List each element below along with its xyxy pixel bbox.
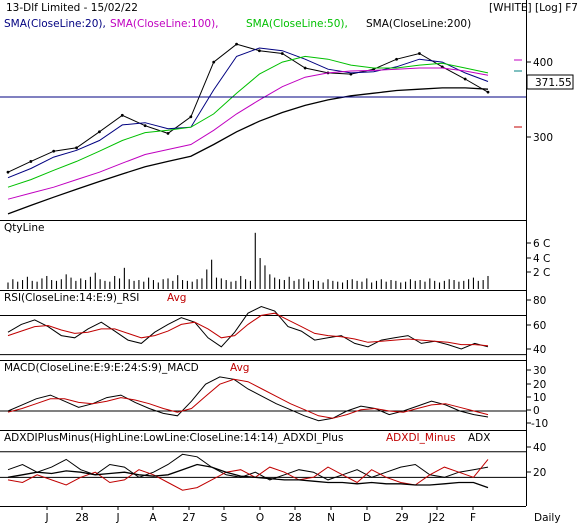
macd-avg-label: Avg bbox=[230, 362, 249, 374]
volume-panel bbox=[7, 232, 489, 289]
legend-sma200: SMA(CloseLine:200) bbox=[366, 18, 471, 30]
close-point bbox=[486, 90, 490, 94]
close-point bbox=[120, 113, 124, 117]
tick-4c: 4 C bbox=[533, 253, 550, 265]
tick-80: 80 bbox=[533, 295, 546, 307]
close-point bbox=[143, 124, 147, 128]
tick-40: 40 bbox=[533, 344, 546, 356]
close-point bbox=[6, 170, 10, 174]
legend-sma50: SMA(CloseLine:50), bbox=[246, 18, 348, 30]
close-point bbox=[258, 49, 261, 53]
mode-label: [WHITE] [Log] F7 bbox=[489, 2, 578, 14]
x-tick-label: J bbox=[115, 512, 119, 524]
x-tick-label: O bbox=[256, 512, 264, 524]
adx-axis: 40 20 bbox=[526, 442, 546, 479]
close-point bbox=[235, 42, 238, 46]
price-panel bbox=[6, 42, 490, 215]
x-tick-label: D bbox=[363, 512, 371, 524]
close-point bbox=[189, 115, 193, 119]
rsi-title: RSI(CloseLine:14:E:9)_RSI bbox=[4, 292, 139, 304]
series-macd bbox=[7, 376, 489, 422]
tick-30: 30 bbox=[533, 365, 546, 377]
close-point bbox=[98, 130, 101, 134]
tick-2c: 2 C bbox=[533, 267, 550, 279]
x-tick-label: S bbox=[221, 512, 228, 524]
series-avg bbox=[7, 312, 489, 347]
macd-panel bbox=[0, 376, 526, 422]
series-adxdi-plus bbox=[7, 453, 489, 481]
tick-60: 60 bbox=[533, 320, 546, 332]
legend-sma20: SMA(CloseLine:20), bbox=[4, 18, 106, 30]
series-sma-closeline-100- bbox=[7, 67, 489, 200]
x-tick-label: J bbox=[44, 512, 48, 524]
close-point bbox=[349, 72, 353, 76]
volume-title: QtyLine bbox=[4, 222, 44, 234]
tick-adx-40: 40 bbox=[533, 442, 546, 454]
x-tick-label: 28 bbox=[288, 512, 301, 524]
chart-title: 13-Dlf Limited - 15/02/22 bbox=[6, 2, 138, 14]
rsi-axis: 80 60 40 bbox=[526, 295, 546, 356]
series-adx bbox=[7, 463, 489, 489]
close-point bbox=[418, 52, 421, 55]
close-point bbox=[280, 52, 284, 55]
legend-sma100: SMA(CloseLine:100), bbox=[110, 18, 219, 30]
price-axis: 400 300 bbox=[526, 57, 553, 144]
period-label[interactable]: Daily bbox=[534, 512, 561, 524]
close-point bbox=[52, 149, 56, 153]
tick-0: 0 bbox=[533, 405, 540, 417]
close-point bbox=[166, 131, 170, 135]
x-tick-label: F bbox=[470, 512, 476, 524]
last-price: 371.55 bbox=[535, 77, 572, 89]
series-sma-closeline-20- bbox=[7, 47, 489, 179]
adx-panel bbox=[0, 451, 526, 491]
adx-title: ADXDIPlusMinus(HighLine:LowLine:CloseLin… bbox=[4, 432, 343, 444]
x-tick-label: 28 bbox=[75, 512, 88, 524]
panel-frames bbox=[0, 0, 527, 507]
series-sma-closeline-50- bbox=[7, 55, 489, 188]
tick-6c: 6 C bbox=[533, 238, 550, 250]
tick-300: 300 bbox=[533, 132, 553, 144]
adx-minus-label: ADXDI_Minus bbox=[386, 432, 456, 444]
tick-10: 10 bbox=[533, 392, 546, 404]
tick-minus10: -10 bbox=[531, 418, 548, 430]
close-point bbox=[463, 77, 467, 81]
tick-adx-20: 20 bbox=[533, 467, 546, 479]
x-tick-label: A bbox=[149, 512, 157, 524]
rsi-avg-label: Avg bbox=[167, 292, 186, 304]
x-tick-label: N bbox=[327, 512, 335, 524]
rsi-panel bbox=[0, 305, 526, 356]
series-sma-closeline-200- bbox=[7, 87, 489, 215]
macd-axis: 30 20 10 0 -10 bbox=[526, 365, 548, 430]
tick-400: 400 bbox=[533, 57, 553, 69]
close-point bbox=[29, 160, 33, 163]
tick-20: 20 bbox=[533, 379, 546, 391]
close-point bbox=[212, 60, 216, 64]
x-tick-label: J22 bbox=[428, 512, 445, 524]
adx-label: ADX bbox=[468, 432, 490, 444]
volume-axis: 6 C 4 C 2 C bbox=[526, 238, 550, 279]
x-tick-label: 29 bbox=[395, 512, 408, 524]
macd-title: MACD(CloseLine:E:9:E:24:S:9)_MACD bbox=[4, 362, 199, 374]
close-point bbox=[303, 66, 307, 70]
close-point bbox=[75, 146, 78, 150]
x-tick-label: 27 bbox=[182, 512, 195, 524]
close-point bbox=[395, 57, 398, 61]
series-avg bbox=[7, 378, 489, 419]
series-close bbox=[7, 43, 489, 173]
x-axis: J 28 J A 27 S O 28 N D 29 J22 F bbox=[44, 506, 476, 524]
series-rsi bbox=[7, 305, 489, 350]
last-price-box bbox=[526, 74, 574, 90]
